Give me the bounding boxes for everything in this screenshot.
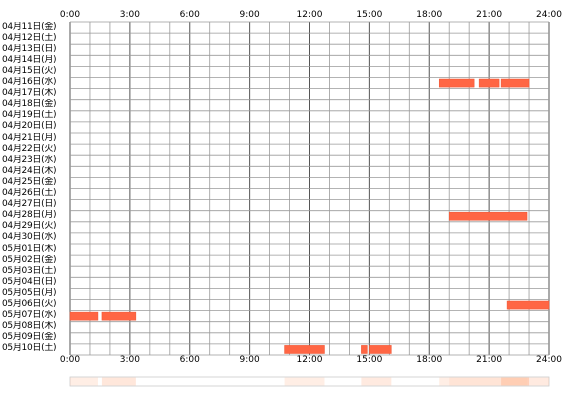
summary-band: [527, 377, 549, 386]
date-label: 04月23日(水): [2, 154, 57, 165]
hour-tick-top: 3:00: [119, 10, 140, 20]
date-label: 04月18日(金): [2, 99, 57, 110]
summary-band: [449, 377, 528, 386]
hour-tick-bottom: 9:00: [239, 355, 260, 365]
date-label: 04月27日(日): [2, 199, 57, 210]
hour-tick-bottom: 3:00: [119, 355, 140, 365]
summary-band: [501, 377, 530, 386]
date-label: 04月24日(木): [2, 165, 57, 176]
date-label: 04月19日(土): [2, 110, 57, 121]
date-label: 04月17日(木): [2, 88, 57, 99]
hour-tick-top: 0:00: [59, 10, 81, 20]
date-label: 05月05日(月): [2, 287, 57, 298]
hour-tick-top: 24:00: [536, 10, 562, 20]
hour-tick-top: 18:00: [416, 10, 443, 20]
date-label: 04月30日(水): [2, 232, 57, 243]
sleep-bar: [500, 78, 530, 88]
date-label: 04月29日(火): [2, 221, 57, 232]
summary-band: [284, 377, 325, 386]
date-label: 04月14日(月): [2, 54, 57, 65]
date-label: 04月20日(日): [2, 121, 57, 132]
date-label: 05月04日(日): [2, 276, 57, 287]
date-label: 04月28日(月): [2, 210, 57, 221]
sleep-bar: [101, 311, 137, 321]
hour-tick-top: 15:00: [356, 10, 383, 20]
date-label: 05月08日(木): [2, 321, 57, 332]
date-label: 05月09日(金): [2, 332, 57, 343]
sleep-bar: [69, 311, 99, 321]
date-label: 05月10日(土): [2, 343, 57, 354]
date-label: 04月22日(火): [2, 143, 57, 154]
date-label: 05月03日(土): [2, 265, 57, 276]
hour-tick-bottom: 21:00: [476, 355, 503, 365]
date-label: 05月07日(水): [2, 310, 57, 321]
summary-band: [361, 377, 392, 386]
date-label: 04月21日(月): [2, 132, 57, 143]
date-label: 04月11日(金): [2, 21, 57, 32]
hour-tick-top: 21:00: [476, 10, 503, 20]
hour-tick-top: 6:00: [179, 10, 200, 20]
sleep-bar: [369, 345, 392, 354]
hour-tick-top: 12:00: [296, 10, 323, 20]
date-label: 04月25日(金): [2, 176, 57, 187]
hour-tick-bottom: 18:00: [416, 355, 443, 365]
sleep-bar: [478, 78, 500, 88]
hour-tick-bottom: 24:00: [536, 355, 562, 365]
date-label: 05月01日(木): [2, 243, 57, 254]
sleep-bar: [448, 211, 528, 221]
sleep-bar: [361, 345, 368, 354]
sleep-bar: [438, 78, 475, 88]
summary-band: [70, 377, 98, 386]
date-label: 04月13日(日): [2, 43, 57, 54]
summary-band: [439, 377, 450, 386]
hour-tick-bottom: 0:00: [59, 355, 81, 365]
summary-band: [101, 377, 136, 386]
date-label: 04月12日(土): [2, 32, 57, 43]
hour-tick-bottom: 6:00: [179, 355, 200, 365]
date-label: 05月02日(金): [2, 254, 57, 265]
sleep-bar: [284, 345, 325, 354]
hour-tick-bottom: 15:00: [356, 355, 383, 365]
sleep-bar: [506, 300, 550, 310]
date-label: 05月06日(火): [2, 299, 57, 309]
hour-tick-bottom: 12:00: [296, 355, 323, 365]
date-label: 04月26日(土): [2, 188, 57, 198]
date-label: 04月16日(水): [2, 77, 57, 87]
hour-tick-top: 9:00: [239, 10, 260, 20]
date-label: 04月15日(火): [2, 65, 57, 76]
summary-strip: [69, 376, 550, 387]
